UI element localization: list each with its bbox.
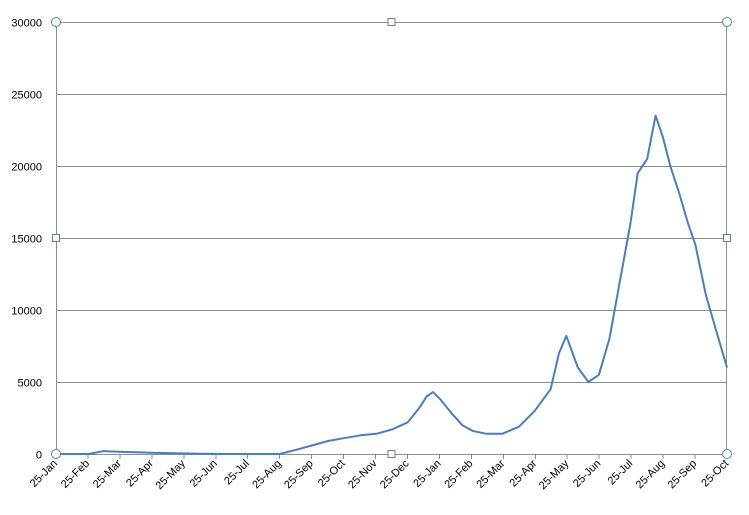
x-tick-label: 25-Nov [346,457,380,491]
x-tick-label: 25-Feb [59,458,92,491]
corner-resize-handle[interactable] [723,18,732,27]
y-tick-label: 0 [36,450,42,462]
x-tick-label: 25-Jan [28,458,60,490]
x-tick-label: 25-May [154,457,189,492]
x-tick-label: 25-Aug [634,458,668,492]
corner-resize-handle[interactable] [723,450,732,459]
gridlines [56,23,727,383]
x-tick-label: 25-Apr [124,457,156,489]
x-tick-label: 25-Jul [222,458,252,488]
x-tick-label: 25-Apr [508,457,540,489]
y-tick-label: 25000 [11,90,42,102]
corner-resize-handle[interactable] [52,450,61,459]
side-resize-handle[interactable] [388,451,395,458]
x-tick-label: 25-Oct [699,458,731,490]
x-tick-label: 25-Dec [378,457,412,491]
y-tick-label: 15000 [11,234,42,246]
x-tick-label: 25-Jul [606,458,636,488]
y-tick-label: 30000 [11,18,42,30]
side-resize-handle[interactable] [388,19,395,26]
x-tick-label: 25-Feb [442,458,475,491]
y-axis-tick-labels: 0 5000 10000 15000 20000 25000 30000 [11,18,42,462]
x-tick-label: 25-Sep [282,458,316,492]
x-tick-label: 25-Oct [316,458,348,490]
x-tick-label: 25-Mar [91,457,124,490]
x-tick-label: 25-Jun [188,458,220,490]
x-tick-label: 25-Aug [250,458,284,492]
x-tick-label: 25-Mar [474,457,507,490]
x-tick-label: 25-Jan [411,458,443,490]
x-tick-label: 25-May [537,457,572,492]
side-resize-handle[interactable] [53,235,60,242]
side-resize-handle[interactable] [724,235,731,242]
x-tick-label: 25-Sep [666,458,700,492]
y-tick-label: 20000 [11,162,42,174]
x-tick-label: 25-Jun [571,458,603,490]
y-tick-label: 5000 [18,378,42,390]
corner-resize-handle[interactable] [52,18,61,27]
y-tick-label: 10000 [11,306,42,318]
